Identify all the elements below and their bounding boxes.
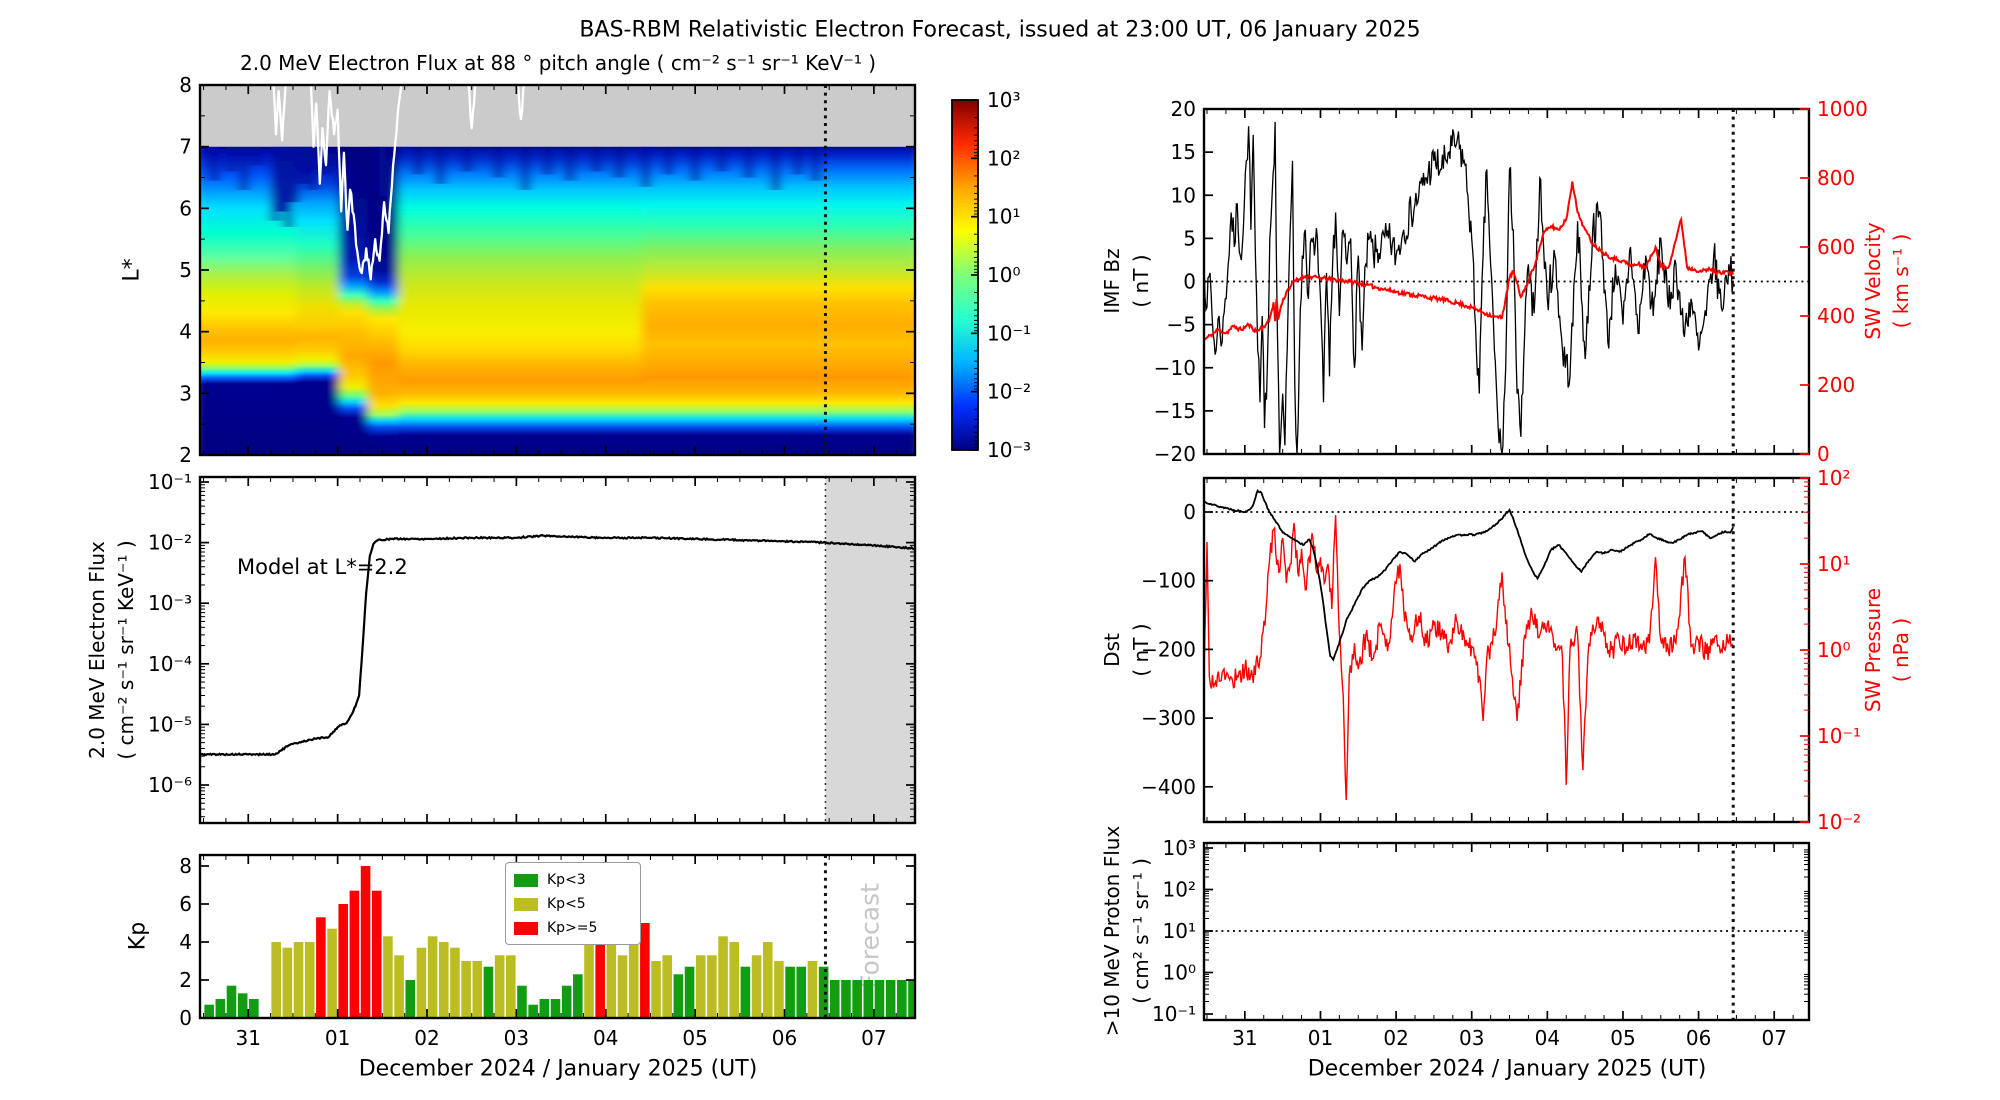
svg-text:10²: 10²	[1817, 466, 1850, 490]
svg-text:01: 01	[325, 1026, 350, 1050]
svg-text:6: 6	[179, 892, 192, 916]
svg-text:400: 400	[1817, 304, 1855, 328]
svg-text:0: 0	[1183, 500, 1196, 524]
svg-text:0: 0	[1183, 270, 1196, 294]
svg-text:05: 05	[1610, 1026, 1635, 1050]
svg-text:7: 7	[179, 135, 192, 159]
svg-text:10³: 10³	[1163, 836, 1196, 860]
svg-text:10⁻¹: 10⁻¹	[1817, 724, 1861, 748]
kp-legend-item-low: Kp<3	[514, 868, 632, 892]
svg-text:10⁻³: 10⁻³	[987, 438, 1031, 462]
svg-text:02: 02	[414, 1026, 439, 1050]
svg-text:10¹: 10¹	[1817, 552, 1850, 576]
svg-text:−300: −300	[1141, 706, 1196, 730]
svg-text:10³: 10³	[987, 88, 1020, 112]
svg-text:07: 07	[1761, 1026, 1786, 1050]
svg-text:10⁻²: 10⁻²	[987, 380, 1031, 404]
svg-text:06: 06	[1686, 1026, 1711, 1050]
svg-text:800: 800	[1817, 166, 1855, 190]
svg-text:3: 3	[179, 381, 192, 405]
svg-text:10¹: 10¹	[987, 205, 1020, 229]
svg-text:20: 20	[1171, 97, 1196, 121]
svg-text:−20: −20	[1154, 442, 1196, 466]
svg-text:4: 4	[179, 320, 192, 344]
right-xaxis-label: December 2024 / January 2025 (UT)	[1307, 1056, 1707, 1082]
svg-text:10: 10	[1171, 183, 1196, 207]
svg-text:−200: −200	[1141, 637, 1196, 661]
svg-text:10⁻²: 10⁻²	[148, 531, 192, 555]
svg-text:10²: 10²	[987, 146, 1020, 170]
svg-text:10⁰: 10⁰	[1163, 961, 1196, 985]
svg-text:10⁻²: 10⁻²	[1817, 810, 1861, 834]
svg-text:10⁻¹: 10⁻¹	[1152, 1002, 1196, 1026]
svg-text:0: 0	[179, 1006, 192, 1030]
svg-text:03: 03	[504, 1026, 529, 1050]
svg-text:2: 2	[179, 443, 192, 467]
kp-legend: Kp<3 Kp<5 Kp>=5	[505, 862, 641, 945]
svg-text:05: 05	[682, 1026, 707, 1050]
svg-text:10²: 10²	[1163, 878, 1196, 902]
svg-text:01: 01	[1308, 1026, 1333, 1050]
kp-legend-item-high: Kp>=5	[514, 916, 632, 940]
svg-text:−400: −400	[1141, 775, 1196, 799]
svg-text:10⁻⁶: 10⁻⁶	[148, 773, 192, 797]
flux-model-annotation: Model at L*=2.2	[237, 555, 408, 579]
svg-text:31: 31	[1232, 1026, 1257, 1050]
kp-high-swatch	[514, 921, 538, 935]
svg-text:04: 04	[593, 1026, 618, 1050]
svg-text:07: 07	[861, 1026, 886, 1050]
spectrogram-title: 2.0 MeV Electron Flux at 88 ° pitch angl…	[239, 51, 877, 75]
svg-text:8: 8	[179, 73, 192, 97]
svg-text:−5: −5	[1167, 313, 1196, 337]
svg-text:5: 5	[179, 258, 192, 282]
svg-text:−10: −10	[1154, 356, 1196, 380]
svg-text:6: 6	[179, 196, 192, 220]
svg-text:04: 04	[1535, 1026, 1560, 1050]
svg-text:10¹: 10¹	[1163, 919, 1196, 943]
svg-text:−100: −100	[1141, 569, 1196, 593]
svg-text:200: 200	[1817, 373, 1855, 397]
svg-text:10⁻⁴: 10⁻⁴	[148, 652, 192, 676]
figure-title: BAS-RBM Relativistic Electron Forecast, …	[579, 17, 1421, 43]
svg-text:03: 03	[1459, 1026, 1484, 1050]
svg-text:10⁰: 10⁰	[1817, 638, 1850, 662]
svg-text:10⁻¹: 10⁻¹	[148, 470, 192, 494]
svg-text:10⁰: 10⁰	[987, 263, 1020, 287]
kp-mid-swatch	[514, 897, 538, 911]
kp-legend-item-mid: Kp<5	[514, 892, 632, 916]
svg-text:06: 06	[772, 1026, 797, 1050]
svg-text:15: 15	[1171, 140, 1196, 164]
svg-text:600: 600	[1817, 235, 1855, 259]
left-xaxis-label: December 2024 / January 2025 (UT)	[358, 1056, 758, 1082]
svg-text:10⁻³: 10⁻³	[148, 591, 192, 615]
svg-text:02: 02	[1383, 1026, 1408, 1050]
svg-text:4: 4	[179, 930, 192, 954]
svg-text:2: 2	[179, 968, 192, 992]
svg-text:1000: 1000	[1817, 97, 1868, 121]
svg-text:0: 0	[1817, 442, 1830, 466]
kp-mid-label: Kp<5	[547, 896, 586, 912]
svg-text:31: 31	[236, 1026, 261, 1050]
svg-text:10⁻¹: 10⁻¹	[987, 321, 1031, 345]
kp-low-swatch	[514, 873, 538, 887]
svg-text:10⁻⁵: 10⁻⁵	[148, 712, 192, 736]
svg-text:8: 8	[179, 854, 192, 878]
kp-high-label: Kp>=5	[547, 920, 598, 936]
svg-text:−15: −15	[1154, 399, 1196, 423]
svg-text:5: 5	[1183, 226, 1196, 250]
kp-low-label: Kp<3	[547, 872, 586, 888]
